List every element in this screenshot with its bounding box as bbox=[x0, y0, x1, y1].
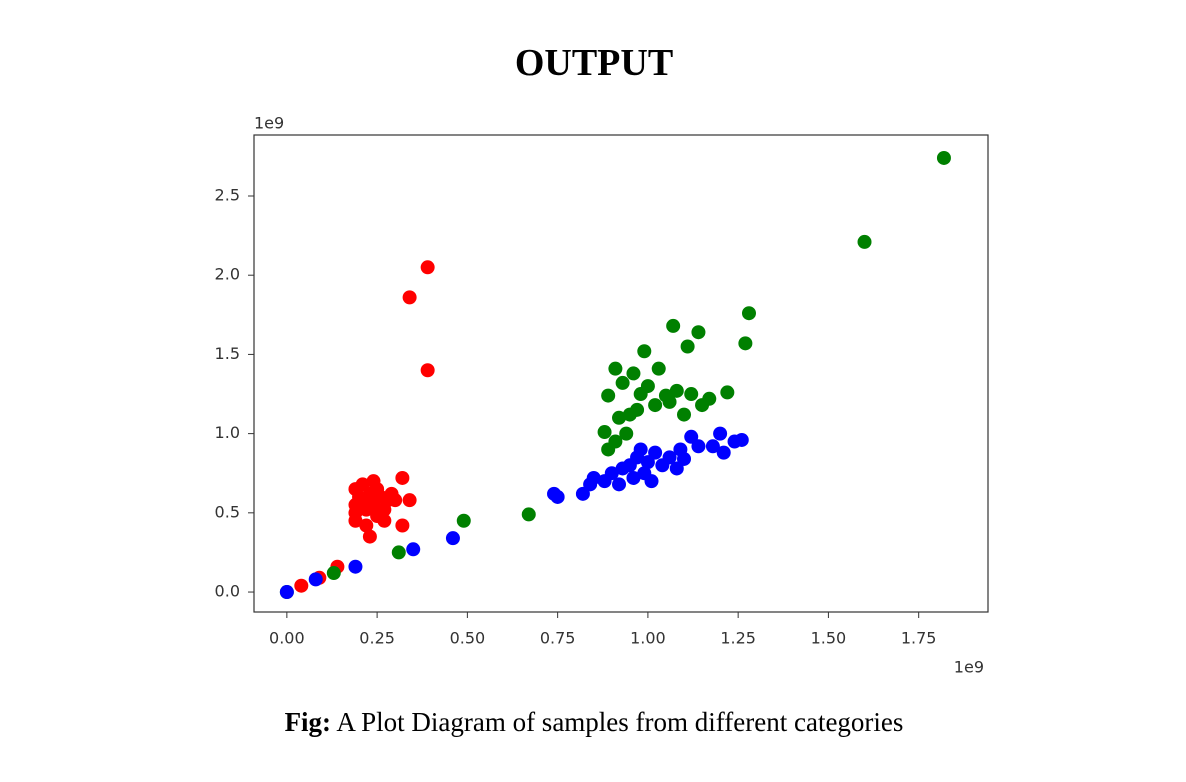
point bbox=[377, 513, 392, 528]
point bbox=[677, 407, 692, 422]
caption-text: A Plot Diagram of samples from different… bbox=[336, 707, 903, 737]
point bbox=[734, 432, 749, 447]
point bbox=[326, 566, 341, 581]
point bbox=[648, 398, 663, 413]
point bbox=[348, 513, 363, 528]
point bbox=[359, 518, 374, 533]
point bbox=[637, 344, 652, 359]
point bbox=[936, 150, 951, 165]
point bbox=[615, 375, 630, 390]
point bbox=[294, 578, 309, 593]
x-tick-label: 0.25 bbox=[359, 629, 395, 648]
point bbox=[402, 290, 417, 305]
caption-label: Fig: bbox=[285, 707, 332, 737]
point bbox=[713, 426, 728, 441]
point bbox=[384, 486, 399, 501]
point bbox=[420, 363, 435, 378]
point bbox=[669, 383, 684, 398]
x-tick-label: 1.75 bbox=[901, 629, 937, 648]
point bbox=[626, 470, 641, 485]
y-tick-label: 1.5 bbox=[215, 344, 240, 363]
x-tick-label: 1.50 bbox=[811, 629, 847, 648]
point bbox=[395, 470, 410, 485]
point bbox=[648, 445, 663, 460]
point bbox=[691, 325, 706, 340]
point bbox=[630, 402, 645, 417]
point bbox=[601, 442, 616, 457]
point bbox=[738, 336, 753, 351]
x-tick-label: 1.00 bbox=[630, 629, 666, 648]
point bbox=[601, 388, 616, 403]
x-tick-label: 0.00 bbox=[269, 629, 305, 648]
point bbox=[662, 450, 677, 465]
point bbox=[420, 260, 435, 275]
point bbox=[612, 477, 627, 492]
point bbox=[741, 306, 756, 321]
y-tick-label: 0.0 bbox=[215, 582, 240, 601]
point bbox=[691, 439, 706, 454]
point bbox=[575, 486, 590, 501]
point bbox=[279, 585, 294, 600]
point bbox=[445, 531, 460, 546]
point bbox=[684, 429, 699, 444]
point bbox=[355, 477, 370, 492]
point bbox=[633, 442, 648, 457]
x-tick-label: 0.75 bbox=[540, 629, 576, 648]
point bbox=[608, 361, 623, 376]
point bbox=[720, 385, 735, 400]
point bbox=[662, 394, 677, 409]
point bbox=[586, 470, 601, 485]
point bbox=[456, 513, 471, 528]
point bbox=[716, 445, 731, 460]
point bbox=[644, 474, 659, 489]
point bbox=[651, 361, 666, 376]
point bbox=[669, 461, 684, 476]
point bbox=[612, 410, 627, 425]
point bbox=[626, 366, 641, 381]
point bbox=[406, 542, 421, 557]
x-tick-label: 1.25 bbox=[720, 629, 756, 648]
point bbox=[695, 398, 710, 413]
point bbox=[640, 455, 655, 470]
x-offset-label: 1e9 bbox=[954, 658, 984, 677]
point bbox=[604, 466, 619, 481]
point bbox=[684, 387, 699, 402]
plot-frame bbox=[253, 134, 989, 613]
point bbox=[550, 489, 565, 504]
point bbox=[666, 318, 681, 333]
x-tick-label: 0.50 bbox=[450, 629, 486, 648]
point bbox=[362, 529, 377, 544]
point bbox=[308, 572, 323, 587]
point bbox=[521, 507, 536, 522]
page-title: OUTPUT bbox=[515, 42, 673, 84]
point bbox=[677, 451, 692, 466]
point bbox=[680, 339, 695, 354]
y-tick-label: 0.5 bbox=[215, 502, 240, 521]
y-tick-label: 1.0 bbox=[215, 423, 240, 442]
y-offset-label: 1e9 bbox=[254, 114, 284, 133]
point bbox=[391, 545, 406, 560]
point bbox=[597, 425, 612, 440]
point bbox=[395, 518, 410, 533]
caption: Fig: A Plot Diagram of samples from diff… bbox=[285, 707, 904, 737]
point bbox=[705, 439, 720, 454]
point bbox=[633, 387, 648, 402]
point bbox=[348, 559, 363, 574]
point bbox=[619, 426, 634, 441]
y-tick-label: 2.0 bbox=[215, 265, 240, 284]
y-tick-label: 2.5 bbox=[215, 185, 240, 204]
point bbox=[402, 493, 417, 508]
point bbox=[857, 234, 872, 249]
